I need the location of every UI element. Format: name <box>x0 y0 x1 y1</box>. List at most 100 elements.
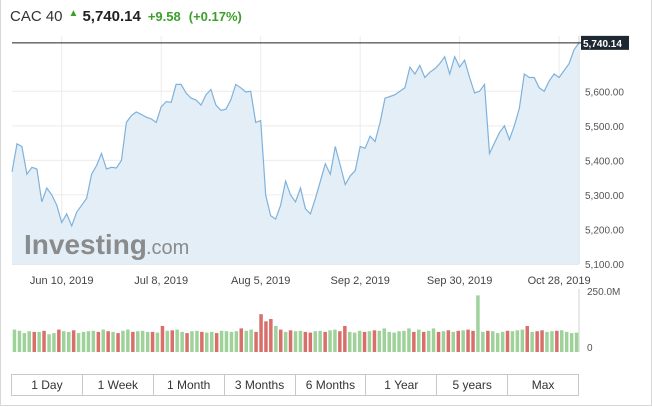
volume-bar <box>574 332 579 352</box>
volume-bar <box>412 331 416 352</box>
volume-bar <box>283 331 288 352</box>
volume-y-axis: 250.0M 0 <box>587 287 620 354</box>
volume-bar <box>219 330 224 352</box>
volume-bar <box>520 329 525 352</box>
volume-bar <box>392 332 396 352</box>
price-series-line <box>11 42 580 228</box>
last-price-label-text: 5,740.14 <box>583 39 622 50</box>
volume-bar <box>111 331 115 352</box>
volume-bar <box>476 295 480 352</box>
volume-bar <box>495 333 500 352</box>
volume-bar <box>372 330 377 352</box>
volume-bar <box>57 329 61 352</box>
volume-bar <box>160 326 165 352</box>
quote-header: CAC 40 ▲ 5,740.14 +9.58 (+0.17%) <box>10 6 242 26</box>
logo-text-light: .com <box>146 237 189 259</box>
volume-bar <box>387 331 391 352</box>
volume-bar <box>224 331 229 352</box>
up-arrow-icon: ▲ <box>68 7 79 19</box>
timeframe-1-month[interactable]: 1 Month <box>153 375 225 395</box>
volume-bar <box>264 321 268 352</box>
volume-bar <box>259 314 263 352</box>
volume-bar <box>32 331 36 352</box>
timeframe-max[interactable]: Max <box>508 375 578 395</box>
volume-bar <box>545 331 549 352</box>
volume-bar <box>274 326 278 352</box>
volume-bar <box>254 331 258 352</box>
volume-bar <box>397 331 401 352</box>
volume-bar <box>407 328 411 352</box>
timeframe-1-week[interactable]: 1 Week <box>82 375 154 395</box>
last-price-label-bg <box>581 35 629 50</box>
volume-bar <box>293 331 298 352</box>
volume-bar <box>564 331 569 352</box>
volume-bar <box>417 329 421 352</box>
volume-bar <box>234 331 239 352</box>
x-tick-label: Sep 30, 2019 <box>427 275 492 287</box>
volume-bar <box>76 333 81 352</box>
volume-bar <box>471 330 475 352</box>
price-area-fill <box>12 42 579 265</box>
volume-bar <box>27 331 31 352</box>
volume-bar <box>491 331 495 352</box>
price-change-percent: (+0.17%) <box>188 8 242 24</box>
volume-bar <box>441 331 446 352</box>
timeframe-1-day[interactable]: 1 Day <box>12 375 83 395</box>
volume-bar <box>500 331 505 352</box>
volume-bar <box>313 331 317 352</box>
volume-bar <box>52 333 56 352</box>
volume-bar <box>71 330 76 352</box>
volume-bars <box>12 289 580 352</box>
volume-bar <box>22 333 27 352</box>
volume-bar <box>303 331 308 352</box>
timeframe-6-months[interactable]: 6 Months <box>295 375 367 395</box>
price-chart[interactable]: 5,740.14 5,100.00 5,200.00 5,300.00 5,400.0… <box>0 0 652 370</box>
volume-bar <box>431 328 436 352</box>
timeframe-5-years[interactable]: 5 years <box>437 375 509 395</box>
volume-bar <box>91 330 96 352</box>
volume-bar <box>42 330 46 352</box>
volume-tick-label: 0 <box>587 343 593 354</box>
volume-bar <box>318 330 322 352</box>
volume-bar <box>481 331 485 352</box>
volume-bar <box>382 328 386 352</box>
volume-bar <box>323 331 327 352</box>
volume-bar <box>140 330 145 352</box>
volume-bar <box>121 330 125 352</box>
y-tick-label: 5,100.00 <box>585 260 624 271</box>
volume-bar <box>37 331 41 352</box>
volume-bar <box>362 331 367 352</box>
volume-bar <box>175 329 179 352</box>
volume-bar <box>239 328 243 352</box>
volume-bar <box>555 330 559 352</box>
volume-bar <box>190 331 194 352</box>
volume-bar <box>338 331 342 352</box>
volume-bar <box>550 331 554 352</box>
volume-bar <box>279 329 283 352</box>
volume-bar <box>244 330 248 352</box>
volume-bar <box>170 330 174 352</box>
volume-bar <box>106 331 110 352</box>
volume-bar <box>269 319 273 352</box>
volume-bar <box>86 331 91 352</box>
volume-bar <box>367 331 372 352</box>
volume-bar <box>12 329 17 352</box>
timeframe-1-year[interactable]: 1 Year <box>366 375 438 395</box>
x-tick-label: Jun 10, 2019 <box>30 275 94 287</box>
volume-bar <box>145 331 150 352</box>
volume-bar <box>81 331 86 352</box>
volume-bar <box>515 330 520 352</box>
volume-bar <box>205 332 209 352</box>
instrument-name: CAC 40 <box>10 7 63 25</box>
volume-bar <box>17 330 22 352</box>
volume-bar <box>560 330 564 352</box>
x-tick-label: Aug 5, 2019 <box>231 275 290 287</box>
volume-bar <box>525 326 529 352</box>
volume-bar <box>288 330 293 352</box>
volume-bar <box>436 331 441 352</box>
volume-bar <box>200 331 204 352</box>
timeframe-3-months[interactable]: 3 Months <box>224 375 296 395</box>
volume-bar <box>155 332 160 352</box>
volume-bar <box>540 330 544 352</box>
y-tick-label: 5,300.00 <box>585 191 624 202</box>
